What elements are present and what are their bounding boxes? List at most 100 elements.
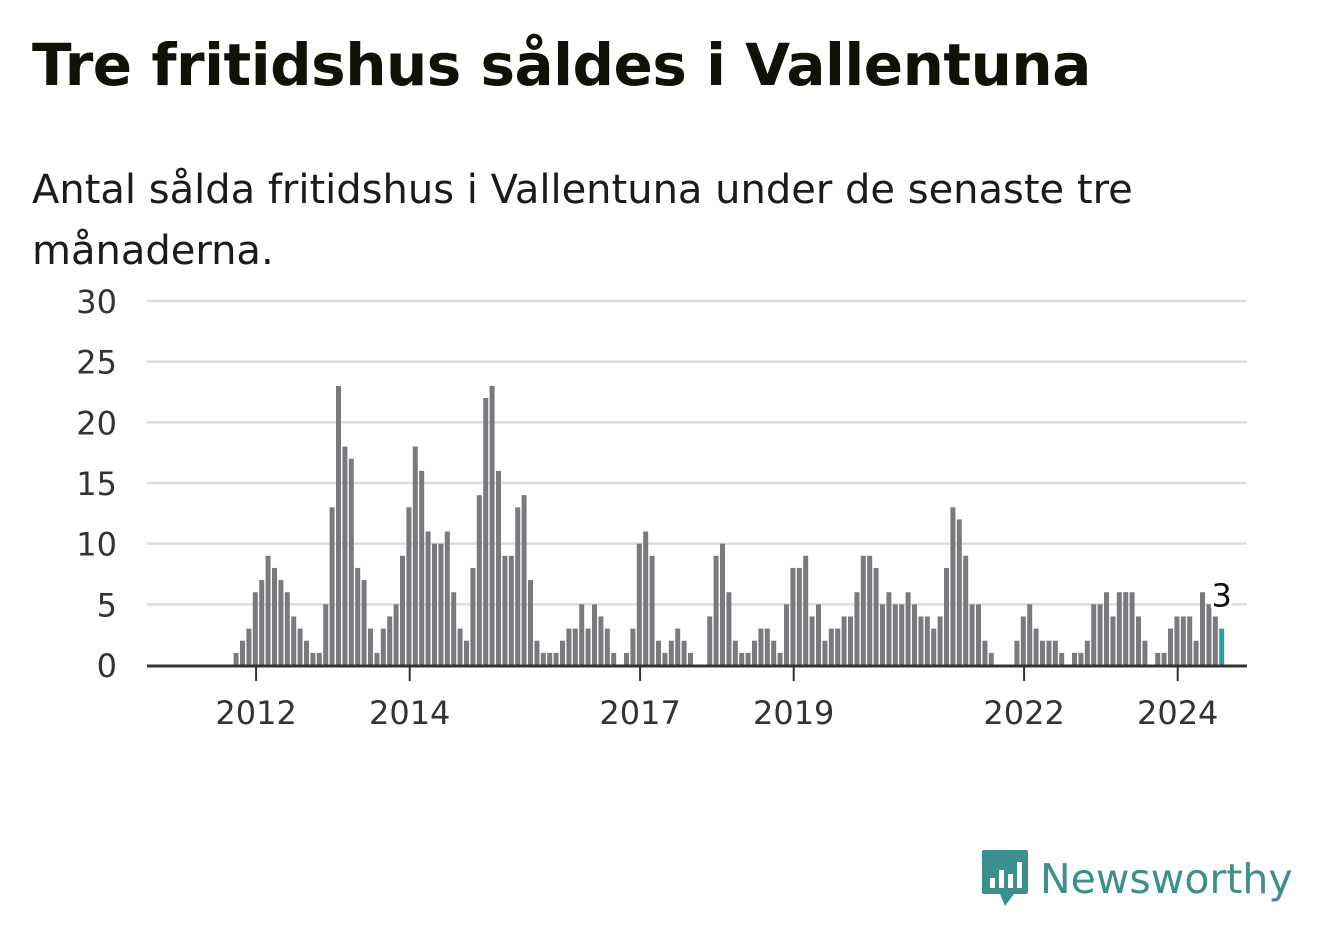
bar bbox=[272, 567, 277, 665]
bar bbox=[310, 652, 316, 665]
bar bbox=[598, 616, 604, 665]
bar bbox=[636, 543, 642, 665]
bar bbox=[976, 604, 981, 665]
bar bbox=[1014, 640, 1020, 665]
bar bbox=[265, 555, 271, 665]
bar bbox=[483, 398, 489, 665]
bar bbox=[502, 555, 508, 665]
bar bbox=[387, 616, 393, 665]
bar bbox=[1052, 640, 1058, 665]
y-tick-label: 20 bbox=[76, 404, 117, 442]
bar bbox=[739, 652, 745, 665]
bar bbox=[1168, 628, 1173, 665]
bar bbox=[662, 652, 668, 665]
bar bbox=[451, 592, 457, 665]
bar bbox=[355, 567, 361, 665]
bar bbox=[508, 555, 514, 665]
bar bbox=[1174, 616, 1180, 665]
y-tick-label: 30 bbox=[76, 283, 117, 321]
bar bbox=[553, 652, 559, 665]
last-value-label: 3 bbox=[1212, 577, 1232, 615]
bar bbox=[720, 543, 725, 665]
bar bbox=[835, 628, 841, 665]
bar bbox=[707, 616, 713, 665]
bar bbox=[924, 616, 930, 665]
bar bbox=[464, 640, 469, 665]
bar bbox=[297, 628, 303, 665]
bar bbox=[547, 652, 553, 665]
bar bbox=[656, 640, 661, 665]
bar bbox=[412, 446, 418, 665]
bar bbox=[284, 592, 290, 665]
bar bbox=[854, 592, 860, 665]
bar-chart-speech-bubble-icon bbox=[982, 850, 1028, 906]
y-tick-label: 15 bbox=[76, 465, 117, 503]
bar bbox=[579, 604, 585, 665]
bar bbox=[252, 592, 258, 665]
bar bbox=[809, 616, 815, 665]
bar bbox=[425, 531, 431, 665]
y-tick-label: 5 bbox=[97, 586, 117, 624]
bar bbox=[937, 616, 943, 665]
bar bbox=[560, 640, 565, 665]
bar bbox=[291, 616, 297, 665]
bar bbox=[323, 604, 329, 665]
bar bbox=[745, 652, 751, 665]
bar bbox=[368, 628, 373, 665]
bar bbox=[944, 567, 949, 665]
bar bbox=[604, 628, 610, 665]
chart-title: Tre fritidshus såldes i Vallentuna bbox=[32, 31, 1091, 99]
bar bbox=[1142, 640, 1148, 665]
bar bbox=[1084, 640, 1090, 665]
bar bbox=[374, 652, 380, 665]
bar bbox=[393, 604, 399, 665]
bar bbox=[1116, 592, 1122, 665]
bar bbox=[572, 628, 578, 665]
x-axis: 2012 2014 2017 2019 2022 2024 bbox=[147, 664, 1247, 732]
bar bbox=[233, 652, 239, 665]
bar bbox=[950, 507, 956, 665]
bar bbox=[316, 652, 322, 665]
bar bbox=[1200, 592, 1205, 665]
bar bbox=[860, 555, 866, 665]
x-tick-label: 2017 bbox=[599, 694, 680, 732]
bar bbox=[432, 543, 437, 665]
bar bbox=[1091, 604, 1097, 665]
bar bbox=[1187, 616, 1193, 665]
bar bbox=[1040, 640, 1045, 665]
bar bbox=[528, 580, 533, 665]
bar bbox=[1110, 616, 1116, 665]
bar bbox=[566, 628, 572, 665]
bar bbox=[489, 385, 495, 665]
bar bbox=[1123, 592, 1129, 665]
bar bbox=[444, 531, 450, 665]
bar bbox=[726, 592, 732, 665]
bar bbox=[1097, 604, 1103, 665]
bar bbox=[841, 616, 847, 665]
bar bbox=[380, 628, 386, 665]
bar bbox=[406, 507, 412, 665]
bar bbox=[828, 628, 834, 665]
x-tick-label: 2022 bbox=[983, 694, 1064, 732]
bar bbox=[643, 531, 649, 665]
bar bbox=[1033, 628, 1039, 665]
bar bbox=[624, 652, 629, 665]
bar bbox=[796, 567, 802, 665]
bar bbox=[419, 470, 425, 665]
newsworthy-brand: Newsworthy bbox=[980, 848, 1293, 910]
chart-subtitle: Antal sålda fritidshus i Vallentuna unde… bbox=[32, 167, 1133, 274]
bar bbox=[1129, 592, 1135, 665]
bar-series bbox=[233, 385, 1225, 665]
bar bbox=[1206, 604, 1212, 665]
bar bbox=[342, 446, 348, 665]
bar bbox=[918, 616, 924, 665]
bar bbox=[790, 567, 796, 665]
bar bbox=[784, 604, 789, 665]
bar bbox=[361, 580, 367, 665]
bar bbox=[304, 640, 309, 665]
bar bbox=[470, 567, 476, 665]
bar bbox=[1027, 604, 1033, 665]
bar bbox=[956, 519, 962, 665]
bar bbox=[905, 592, 911, 665]
